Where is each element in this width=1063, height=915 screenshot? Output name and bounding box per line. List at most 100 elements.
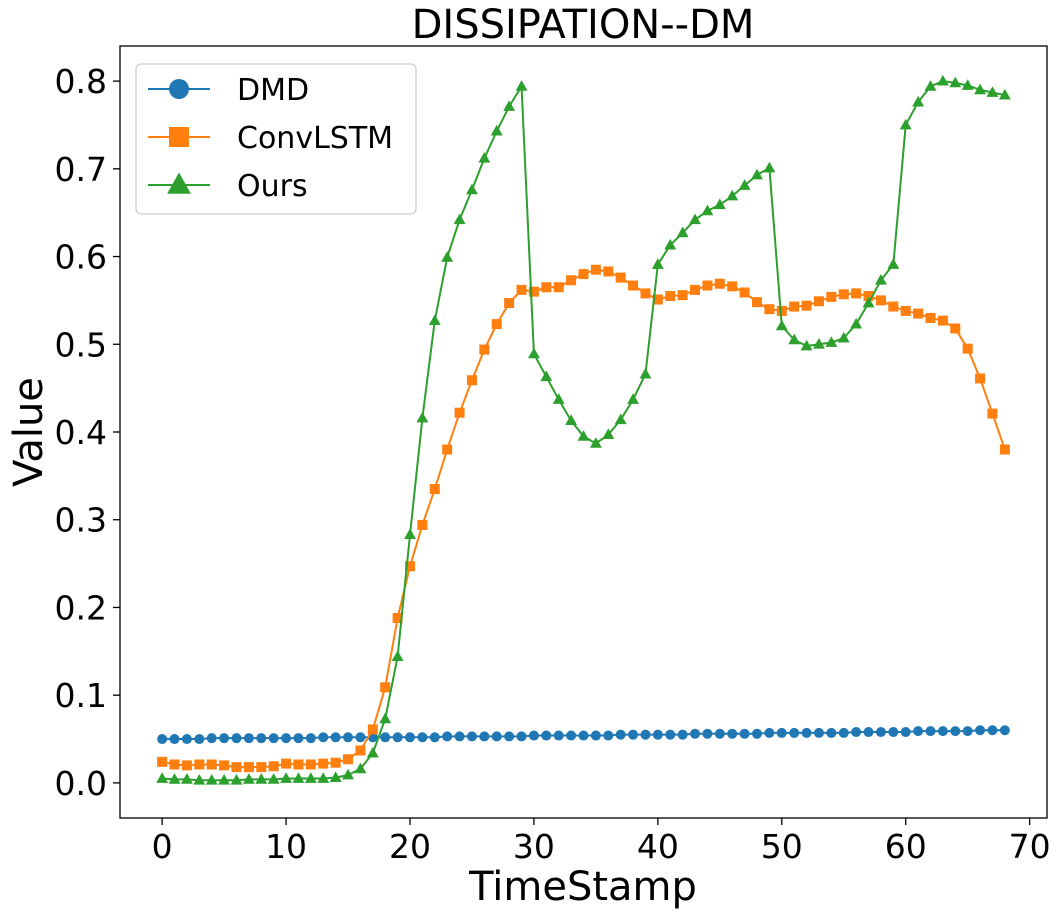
data-point xyxy=(479,731,489,741)
data-point xyxy=(987,409,997,419)
data-point xyxy=(839,728,849,738)
data-point xyxy=(219,733,229,743)
y-tick-label: 0.2 xyxy=(55,588,107,627)
x-tick-label: 10 xyxy=(265,827,307,866)
data-point xyxy=(851,727,861,737)
data-point xyxy=(281,733,291,743)
data-point xyxy=(740,288,750,298)
data-point xyxy=(455,731,465,741)
data-point xyxy=(938,726,948,736)
x-axis-title: TimeStamp xyxy=(468,864,697,910)
data-point xyxy=(789,302,799,312)
legend-label: ConvLSTM xyxy=(237,121,393,156)
data-point xyxy=(393,732,403,742)
data-point xyxy=(244,733,254,743)
data-point xyxy=(355,745,365,755)
data-point xyxy=(777,728,787,738)
legend-marker xyxy=(169,127,189,147)
data-point xyxy=(901,306,911,316)
data-point xyxy=(293,733,303,743)
data-point xyxy=(665,730,675,740)
data-point xyxy=(752,297,762,307)
data-point xyxy=(764,728,774,738)
data-point xyxy=(715,279,725,289)
data-point xyxy=(727,729,737,739)
data-point xyxy=(826,728,836,738)
data-point xyxy=(901,727,911,737)
data-point xyxy=(640,288,650,298)
data-point xyxy=(417,732,427,742)
data-point xyxy=(244,762,254,772)
chart-title: DISSIPATION--DM xyxy=(412,2,755,48)
data-point xyxy=(455,408,465,418)
data-point xyxy=(157,734,167,744)
data-point xyxy=(1000,445,1010,455)
data-point xyxy=(343,732,353,742)
data-point xyxy=(442,731,452,741)
data-point xyxy=(603,731,613,741)
data-point xyxy=(851,288,861,298)
x-tick-label: 70 xyxy=(1009,827,1051,866)
data-point xyxy=(864,727,874,737)
x-tick-label: 0 xyxy=(152,827,173,866)
data-point xyxy=(888,727,898,737)
data-point xyxy=(913,726,923,736)
data-point xyxy=(702,729,712,739)
data-point xyxy=(517,731,527,741)
data-point xyxy=(876,295,886,305)
y-tick-label: 0.6 xyxy=(55,238,107,277)
data-point xyxy=(554,282,564,292)
legend: DMD ConvLSTM Ours xyxy=(136,64,416,214)
data-point xyxy=(987,725,997,735)
data-point xyxy=(157,757,167,767)
data-point xyxy=(504,298,514,308)
data-point xyxy=(467,731,477,741)
x-tick-label: 50 xyxy=(761,827,803,866)
data-point xyxy=(231,733,241,743)
y-tick-label: 0.8 xyxy=(55,62,107,101)
data-point xyxy=(207,759,217,769)
data-point xyxy=(368,724,378,734)
data-point xyxy=(888,302,898,312)
data-point xyxy=(318,732,328,742)
data-point xyxy=(517,285,527,295)
data-point xyxy=(554,731,564,741)
data-point xyxy=(665,291,675,301)
data-point xyxy=(802,301,812,311)
data-point xyxy=(194,734,204,744)
data-point xyxy=(269,761,279,771)
data-point xyxy=(727,281,737,291)
x-tick-label: 30 xyxy=(513,827,555,866)
data-point xyxy=(504,731,514,741)
data-point xyxy=(715,729,725,739)
data-point xyxy=(566,275,576,285)
data-point xyxy=(591,731,601,741)
data-point xyxy=(616,273,626,283)
y-tick-label: 0.0 xyxy=(55,764,107,803)
data-point xyxy=(802,728,812,738)
data-point xyxy=(950,726,960,736)
y-axis-title: Value xyxy=(6,377,52,487)
data-point xyxy=(467,375,477,385)
data-point xyxy=(926,726,936,736)
data-point xyxy=(579,269,589,279)
data-point xyxy=(913,309,923,319)
data-point xyxy=(405,732,415,742)
data-point xyxy=(331,758,341,768)
data-point xyxy=(269,733,279,743)
data-point xyxy=(281,759,291,769)
data-point xyxy=(752,729,762,739)
data-point xyxy=(430,484,440,494)
data-point xyxy=(343,754,353,764)
data-point xyxy=(231,762,241,772)
data-point xyxy=(293,759,303,769)
data-point xyxy=(442,445,452,455)
data-point xyxy=(492,731,502,741)
data-point xyxy=(380,682,390,692)
y-tick-label: 0.3 xyxy=(55,501,107,540)
data-point xyxy=(926,313,936,323)
data-point xyxy=(789,728,799,738)
data-point xyxy=(579,731,589,741)
data-point xyxy=(194,759,204,769)
data-point xyxy=(975,725,985,735)
